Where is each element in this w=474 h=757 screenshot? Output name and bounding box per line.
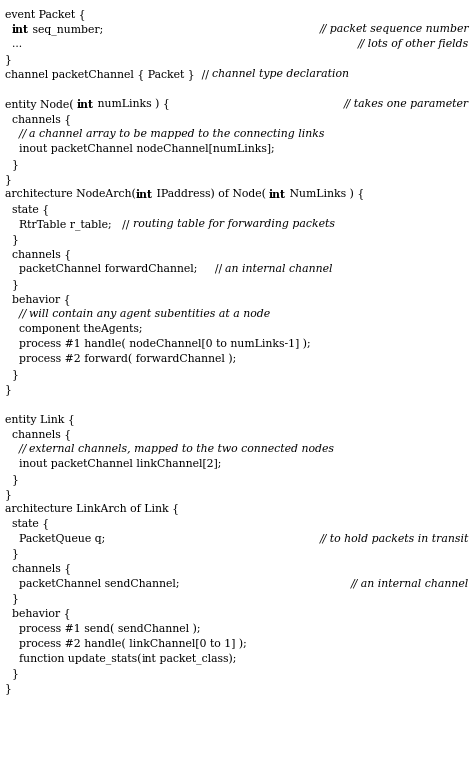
Text: }: } bbox=[5, 234, 18, 245]
Text: channels {: channels { bbox=[5, 249, 71, 260]
Text: }: } bbox=[5, 159, 18, 170]
Text: }: } bbox=[5, 593, 18, 604]
Text: seq_number;: seq_number; bbox=[29, 24, 103, 35]
Text: behavior {: behavior { bbox=[5, 294, 70, 304]
Text: channel packetChannel { Packet }  //: channel packetChannel { Packet } // bbox=[5, 69, 212, 79]
Text: channel type declaration: channel type declaration bbox=[212, 69, 349, 79]
Text: behavior {: behavior { bbox=[5, 609, 70, 619]
Text: inout packetChannel linkChannel[2];: inout packetChannel linkChannel[2]; bbox=[5, 459, 221, 469]
Text: }: } bbox=[5, 489, 12, 500]
Text: numLinks ) {: numLinks ) { bbox=[94, 99, 170, 111]
Text: int: int bbox=[136, 189, 153, 200]
Text: //: // bbox=[5, 309, 29, 319]
Text: }: } bbox=[5, 369, 18, 379]
Text: function update_stats(: function update_stats( bbox=[5, 653, 141, 665]
Text: packetChannel sendChannel;: packetChannel sendChannel; bbox=[5, 578, 179, 589]
Text: // to hold packets in transit: // to hold packets in transit bbox=[320, 534, 469, 544]
Text: architecture LinkArch of Link {: architecture LinkArch of Link { bbox=[5, 503, 179, 515]
Text: process #1 handle( nodeChannel[0 to numLinks-1] );: process #1 handle( nodeChannel[0 to numL… bbox=[5, 339, 310, 350]
Text: // an internal channel: // an internal channel bbox=[351, 578, 469, 589]
Text: }: } bbox=[5, 668, 18, 679]
Text: // takes one parameter: // takes one parameter bbox=[344, 99, 469, 109]
Text: int: int bbox=[12, 24, 29, 35]
Text: channels {: channels { bbox=[5, 114, 71, 125]
Text: process #2 forward( forwardChannel );: process #2 forward( forwardChannel ); bbox=[5, 354, 236, 364]
Text: component theAgents;: component theAgents; bbox=[5, 324, 142, 334]
Text: }: } bbox=[5, 684, 12, 694]
Text: }: } bbox=[5, 174, 12, 185]
Text: }: } bbox=[5, 549, 18, 559]
Text: channels {: channels { bbox=[5, 428, 71, 440]
Text: }: } bbox=[5, 474, 18, 484]
Text: routing table for forwarding packets: routing table for forwarding packets bbox=[133, 219, 335, 229]
Text: will contain any agent subentities at a node: will contain any agent subentities at a … bbox=[29, 309, 271, 319]
Text: a channel array to be mapped to the connecting links: a channel array to be mapped to the conn… bbox=[29, 129, 325, 139]
Text: channels {: channels { bbox=[5, 564, 71, 575]
Text: //: // bbox=[5, 129, 29, 139]
Text: }: } bbox=[5, 279, 18, 290]
Text: PacketQueue q;: PacketQueue q; bbox=[5, 534, 105, 544]
Text: external channels, mapped to the two connected nodes: external channels, mapped to the two con… bbox=[29, 444, 335, 453]
Text: entity Link {: entity Link { bbox=[5, 414, 74, 425]
Text: int: int bbox=[269, 189, 286, 200]
Text: }: } bbox=[5, 384, 12, 394]
Text: IPaddress) of Node(: IPaddress) of Node( bbox=[153, 189, 269, 199]
Text: int: int bbox=[77, 99, 94, 110]
Text: an internal channel: an internal channel bbox=[225, 264, 333, 274]
Text: //: // bbox=[5, 444, 29, 453]
Text: int: int bbox=[141, 653, 156, 664]
Text: // packet sequence number: // packet sequence number bbox=[319, 24, 469, 34]
Text: event Packet {: event Packet { bbox=[5, 9, 85, 20]
Text: architecture NodeArch(: architecture NodeArch( bbox=[5, 189, 136, 199]
Text: packetChannel forwardChannel;     //: packetChannel forwardChannel; // bbox=[5, 264, 225, 274]
Text: packet_class);: packet_class); bbox=[156, 653, 237, 665]
Text: }: } bbox=[5, 54, 12, 65]
Text: NumLinks ) {: NumLinks ) { bbox=[286, 189, 365, 201]
Text: entity Node(: entity Node( bbox=[5, 99, 77, 110]
Text: state {: state { bbox=[5, 519, 49, 529]
Text: process #2 handle( linkChannel[0 to 1] );: process #2 handle( linkChannel[0 to 1] )… bbox=[5, 639, 246, 650]
Text: // lots of other fields: // lots of other fields bbox=[358, 39, 469, 49]
Text: ...: ... bbox=[5, 39, 22, 49]
Text: state {: state { bbox=[5, 204, 49, 215]
Text: RtrTable r_table;   //: RtrTable r_table; // bbox=[5, 219, 133, 229]
Text: process #1 send( sendChannel );: process #1 send( sendChannel ); bbox=[5, 624, 200, 634]
Text: inout packetChannel nodeChannel[numLinks];: inout packetChannel nodeChannel[numLinks… bbox=[5, 144, 274, 154]
